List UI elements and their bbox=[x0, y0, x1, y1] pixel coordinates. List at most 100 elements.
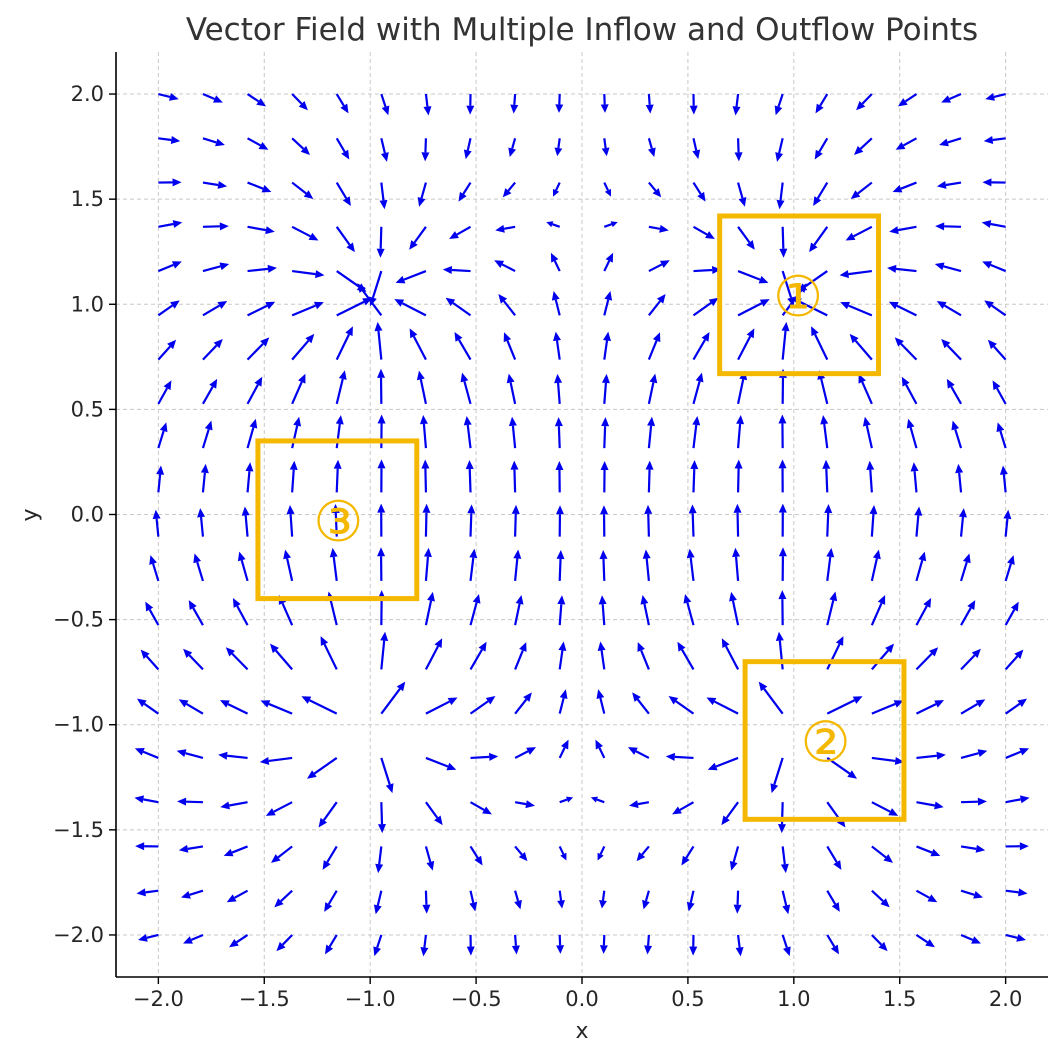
vector-arrow bbox=[736, 414, 745, 449]
vector-arrow bbox=[558, 641, 567, 670]
vector-arrow bbox=[554, 138, 563, 157]
vector-arrow bbox=[735, 934, 744, 957]
vector-arrow bbox=[417, 182, 427, 207]
grid-lines bbox=[116, 52, 1048, 977]
vector-arrow bbox=[324, 890, 338, 912]
vector-arrow bbox=[331, 503, 340, 537]
annotation-label: ③ bbox=[313, 490, 363, 555]
y-tick-label: 1.5 bbox=[71, 187, 104, 211]
vector-arrow bbox=[791, 297, 828, 317]
vector-arrow bbox=[775, 138, 784, 162]
vector-arrow bbox=[939, 137, 962, 147]
vector-arrow bbox=[380, 93, 390, 116]
vector-arrow bbox=[220, 801, 248, 810]
vector-arrow bbox=[733, 890, 742, 914]
vector-arrow bbox=[335, 370, 347, 405]
vector-arrow bbox=[467, 504, 476, 537]
vector-arrow bbox=[424, 591, 435, 626]
annotation-box-1: ① bbox=[717, 213, 882, 377]
vector-arrow bbox=[424, 638, 443, 670]
vector-arrow bbox=[597, 845, 606, 861]
vector-arrow bbox=[981, 220, 1006, 228]
vector-arrow bbox=[733, 503, 742, 537]
vector-arrow bbox=[910, 462, 919, 493]
vector-arrow bbox=[377, 459, 386, 493]
vector-arrow bbox=[377, 368, 386, 404]
annotation-rect bbox=[742, 659, 907, 822]
vector-arrow bbox=[454, 331, 472, 361]
vector-arrow bbox=[465, 460, 474, 493]
vector-arrow bbox=[1005, 888, 1028, 897]
vector-arrow bbox=[369, 270, 383, 307]
vector-arrow bbox=[600, 505, 609, 537]
vector-arrow bbox=[858, 373, 873, 405]
vector-arrow bbox=[915, 889, 938, 903]
vector-arrow bbox=[815, 93, 829, 114]
vector-arrow bbox=[601, 373, 610, 404]
vector-arrow bbox=[915, 700, 945, 715]
vector-arrow bbox=[590, 796, 605, 804]
vector-arrow bbox=[627, 747, 650, 759]
vector-arrow bbox=[554, 373, 563, 404]
vector-arrow bbox=[866, 460, 875, 493]
vector-arrow bbox=[681, 845, 695, 866]
vector-arrow bbox=[960, 699, 986, 715]
vector-arrow bbox=[157, 339, 177, 361]
vector-arrow bbox=[320, 636, 338, 670]
vector-arrow bbox=[246, 337, 270, 361]
vector-arrow bbox=[889, 225, 917, 235]
vector-arrow bbox=[758, 681, 784, 715]
vector-arrow bbox=[1005, 933, 1026, 942]
vector-arrow bbox=[916, 801, 944, 810]
vector-arrow bbox=[869, 505, 878, 537]
vector-arrow bbox=[648, 181, 662, 198]
vector-arrow bbox=[600, 461, 609, 493]
vector-arrow bbox=[152, 509, 161, 537]
vector-arrow bbox=[555, 94, 564, 113]
vector-arrow bbox=[494, 260, 516, 273]
vector-arrow bbox=[647, 416, 656, 449]
vector-arrow bbox=[409, 226, 427, 250]
vector-arrow bbox=[469, 641, 487, 670]
vector-arrow bbox=[914, 506, 923, 537]
vector-arrow bbox=[960, 600, 976, 626]
vector-arrow bbox=[318, 801, 338, 828]
x-tick-label: 0.0 bbox=[565, 987, 598, 1011]
vector-arrow bbox=[246, 93, 267, 107]
vector-arrow bbox=[335, 137, 350, 160]
vector-arrow bbox=[915, 598, 932, 626]
vector-arrow bbox=[183, 933, 204, 944]
vector-arrow bbox=[229, 934, 249, 948]
vector-arrow bbox=[138, 933, 159, 942]
vector-arrow bbox=[894, 337, 918, 361]
vector-arrow bbox=[514, 890, 522, 910]
vector-arrow bbox=[645, 93, 654, 114]
vector-arrow bbox=[871, 756, 905, 765]
vector-arrow bbox=[689, 94, 698, 115]
vector-arrow bbox=[737, 270, 769, 284]
vector-arrow bbox=[665, 752, 694, 761]
vector-arrow bbox=[247, 264, 277, 273]
vector-arrow bbox=[292, 269, 325, 279]
vector-arrow bbox=[394, 299, 427, 317]
vector-arrow bbox=[245, 462, 254, 493]
vector-arrow bbox=[871, 643, 895, 671]
vector-arrow bbox=[423, 93, 432, 116]
vector-arrow bbox=[871, 845, 893, 863]
vector-arrow bbox=[289, 460, 298, 493]
vector-arrow bbox=[840, 301, 873, 317]
vector-arrow bbox=[291, 181, 314, 199]
vector-arrow bbox=[688, 504, 697, 537]
vector-arrow bbox=[935, 222, 962, 231]
vector-arrow bbox=[510, 460, 519, 493]
vector-arrow bbox=[183, 648, 204, 671]
vector-arrow bbox=[466, 934, 475, 956]
vector-arrow bbox=[322, 845, 338, 870]
vector-arrow bbox=[425, 756, 457, 771]
vector-arrow bbox=[559, 796, 574, 804]
vector-arrow bbox=[960, 749, 988, 759]
vector-arrow bbox=[336, 297, 373, 317]
vector-arrow bbox=[642, 890, 650, 910]
vector-arrow bbox=[915, 551, 927, 582]
vector-arrow bbox=[797, 270, 828, 292]
